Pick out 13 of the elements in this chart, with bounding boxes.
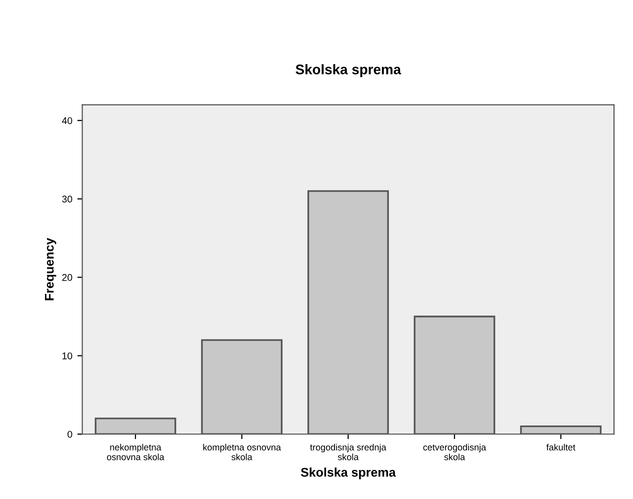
x-tick-label: cetverogodisnja skola [423,444,486,460]
x-tick-label: fakultet [546,444,576,450]
y-tick-label: 40 [62,117,72,124]
y-tick-label: 30 [62,196,72,203]
x-tick-label: trogodisnja srednja skola [310,444,386,460]
y-tick-label: 0 [68,430,72,438]
y-tick-label: 10 [62,352,72,360]
x-axis-title: Skolska sprema [300,468,396,480]
x-tick-label: kompletna osnovna skola [203,444,281,460]
y-axis-title: Frequency [45,238,56,300]
y-tick-label: 20 [62,274,72,281]
chart-title: Skolska sprema [296,64,402,78]
x-tick-label: nekompletna osnovna skola [106,444,164,460]
